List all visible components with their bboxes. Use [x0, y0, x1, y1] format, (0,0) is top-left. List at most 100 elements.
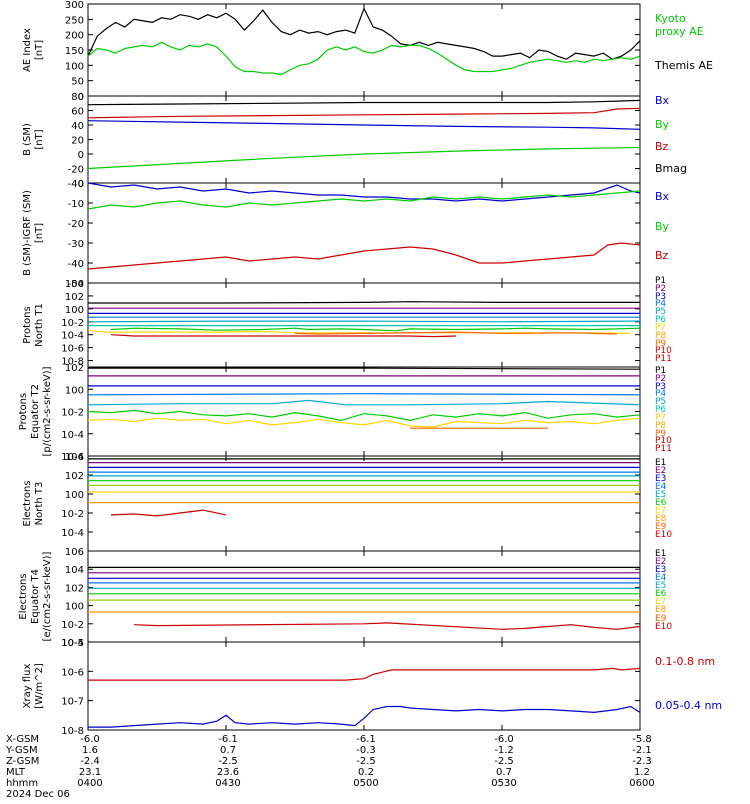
- legend-entry: E10: [655, 622, 672, 632]
- legend-entry: E8: [655, 605, 667, 615]
- xaxis-row-label: Z-GSM: [6, 756, 39, 767]
- panel-b_sm: -40 -20 0 20 40 60 80 B (SM) [nT] Bx By Bz Bmag: [22, 92, 687, 190]
- xaxis-value: -2.5: [356, 756, 376, 767]
- series-bx: [87, 182, 641, 202]
- ylabel: [nT]: [34, 223, 45, 243]
- xaxis-value: -1.2: [494, 745, 514, 756]
- xaxis-row-label: Y-GSM: [5, 745, 38, 756]
- xaxis-value: -2.3: [632, 756, 652, 767]
- ytick-label: 300: [65, 0, 84, 11]
- series-bmag: [87, 99, 641, 106]
- legend-entry: P1: [655, 276, 666, 286]
- ytick-label: 10-4: [61, 528, 84, 539]
- series-bx: [87, 120, 641, 130]
- xaxis-value: 0.2: [358, 767, 374, 778]
- ylabel: [p/(cm2-s-sr-keV)]: [42, 366, 53, 456]
- ytick-label: 102: [65, 292, 84, 303]
- ylabel: B (SM)-IGRF (SM): [22, 190, 33, 276]
- ytick-label: 200: [65, 31, 84, 42]
- ytick-label: 20: [71, 136, 84, 147]
- xaxis-value: -2.5: [218, 756, 238, 767]
- ytick-label: 10-8: [61, 726, 84, 737]
- legend-entry: Bz: [655, 140, 669, 153]
- ytick-label: 10-7: [61, 697, 84, 708]
- x-axis-table: X-GSM -6.0 -6.1 -6.1 -6.0 -5.8 Y-GSM 1.6 0.7 -0.3…: [5, 734, 655, 800]
- panel-frame: [87, 641, 641, 731]
- ytick-label: 100: [65, 385, 84, 396]
- panel-xray: 10-8 10-7 10-6 10-5 Xray flux [W/m^2] 0.1-0.8 …: [22, 638, 722, 737]
- legend-entry: Themis AE: [654, 59, 713, 72]
- legend-entry: E2: [655, 466, 666, 476]
- series-p9: [294, 331, 618, 335]
- series-p5: [87, 399, 641, 406]
- series-p7: [87, 417, 641, 428]
- legend-entry: E3: [655, 565, 666, 575]
- legend-entry: E8: [655, 514, 667, 524]
- legend-entry: By: [655, 220, 670, 233]
- ylabel: B (SM): [22, 123, 33, 156]
- legend-entry: Kyoto: [655, 12, 686, 25]
- ytick-label: 60: [71, 107, 84, 118]
- xaxis-value: -2.1: [632, 745, 652, 756]
- ytick-label: 10-2: [61, 408, 84, 419]
- panel-frame: [87, 550, 641, 643]
- xaxis-value: 1.2: [634, 767, 650, 778]
- panel-frame: [87, 182, 641, 284]
- ytick-label: 10-4: [61, 430, 84, 441]
- xaxis-value: -2.4: [80, 756, 100, 767]
- ytick-label: 10-2: [61, 509, 84, 520]
- xaxis-value: 0500: [353, 778, 378, 789]
- legend-entry: 0.05-0.4 nm: [655, 699, 722, 712]
- ytick-label: 102: [65, 471, 84, 482]
- ytick-label: 102: [65, 583, 84, 594]
- legend-entry: P2: [655, 284, 666, 294]
- legend-entry: P3: [655, 292, 666, 302]
- legend-entry: P5: [655, 307, 666, 317]
- ylabel: [nT]: [34, 129, 45, 149]
- legend-entry: P6: [655, 315, 666, 325]
- series-by: [87, 190, 641, 210]
- xaxis-value: -6.1: [356, 734, 376, 745]
- legend-entry: E3: [655, 474, 666, 484]
- legend-entry: E9: [655, 522, 667, 532]
- ylabel: [W/m^2]: [34, 663, 45, 709]
- series-p1: [88, 367, 641, 370]
- legend-entry: E9: [655, 614, 667, 624]
- panel-protons_t1: 10-8 10-6 10-4 10-2 100 102 104 Protons North T1…: [22, 276, 672, 368]
- ytick-label: 10-6: [61, 667, 84, 678]
- ytick-label: 10-4: [61, 331, 84, 342]
- legend-entry: By: [655, 118, 670, 131]
- legend-entry: Bz: [655, 249, 669, 262]
- ytick-label: 0: [78, 150, 84, 161]
- legend-entry: P4: [655, 389, 666, 399]
- legend-entry: P5: [655, 397, 666, 407]
- ytick-label: -20: [68, 219, 84, 230]
- legend-entry: P7: [655, 413, 666, 423]
- legend-entry: P11: [655, 354, 672, 364]
- ytick-label: 100: [65, 490, 84, 501]
- ytick-label: 100: [65, 602, 84, 613]
- ytick-label: 104: [65, 452, 84, 463]
- xaxis-row-label: X-GSM: [6, 734, 39, 745]
- legend-entry: P8: [655, 331, 666, 341]
- ytick-label: -30: [68, 239, 84, 250]
- legend-entry: 0.1-0.8 nm: [655, 655, 715, 668]
- ytick-label: -10: [68, 199, 84, 210]
- ylabel: Electrons: [18, 573, 29, 619]
- ytick-label: 102: [65, 363, 84, 374]
- xaxis-value: -6.1: [218, 734, 238, 745]
- ytick-label: 80: [71, 92, 84, 103]
- legend-entry: E7: [655, 506, 666, 516]
- ytick-label: 10-4: [61, 638, 84, 649]
- series-p10: [110, 334, 457, 338]
- ytick-label: 10-6: [61, 344, 84, 355]
- ytick-label: 104: [65, 279, 84, 290]
- legend-entry: P9: [655, 339, 666, 349]
- ylabel: Protons: [22, 306, 33, 343]
- panel-b_igrf: -50 -40 -30 -20 -10 0 B (SM)-IGRF (SM) [nT] Bx By…: [22, 179, 670, 290]
- ytick-label: 10-2: [61, 620, 84, 631]
- ytick-label: 10-8: [61, 357, 84, 368]
- legend-entry: E4: [655, 573, 667, 583]
